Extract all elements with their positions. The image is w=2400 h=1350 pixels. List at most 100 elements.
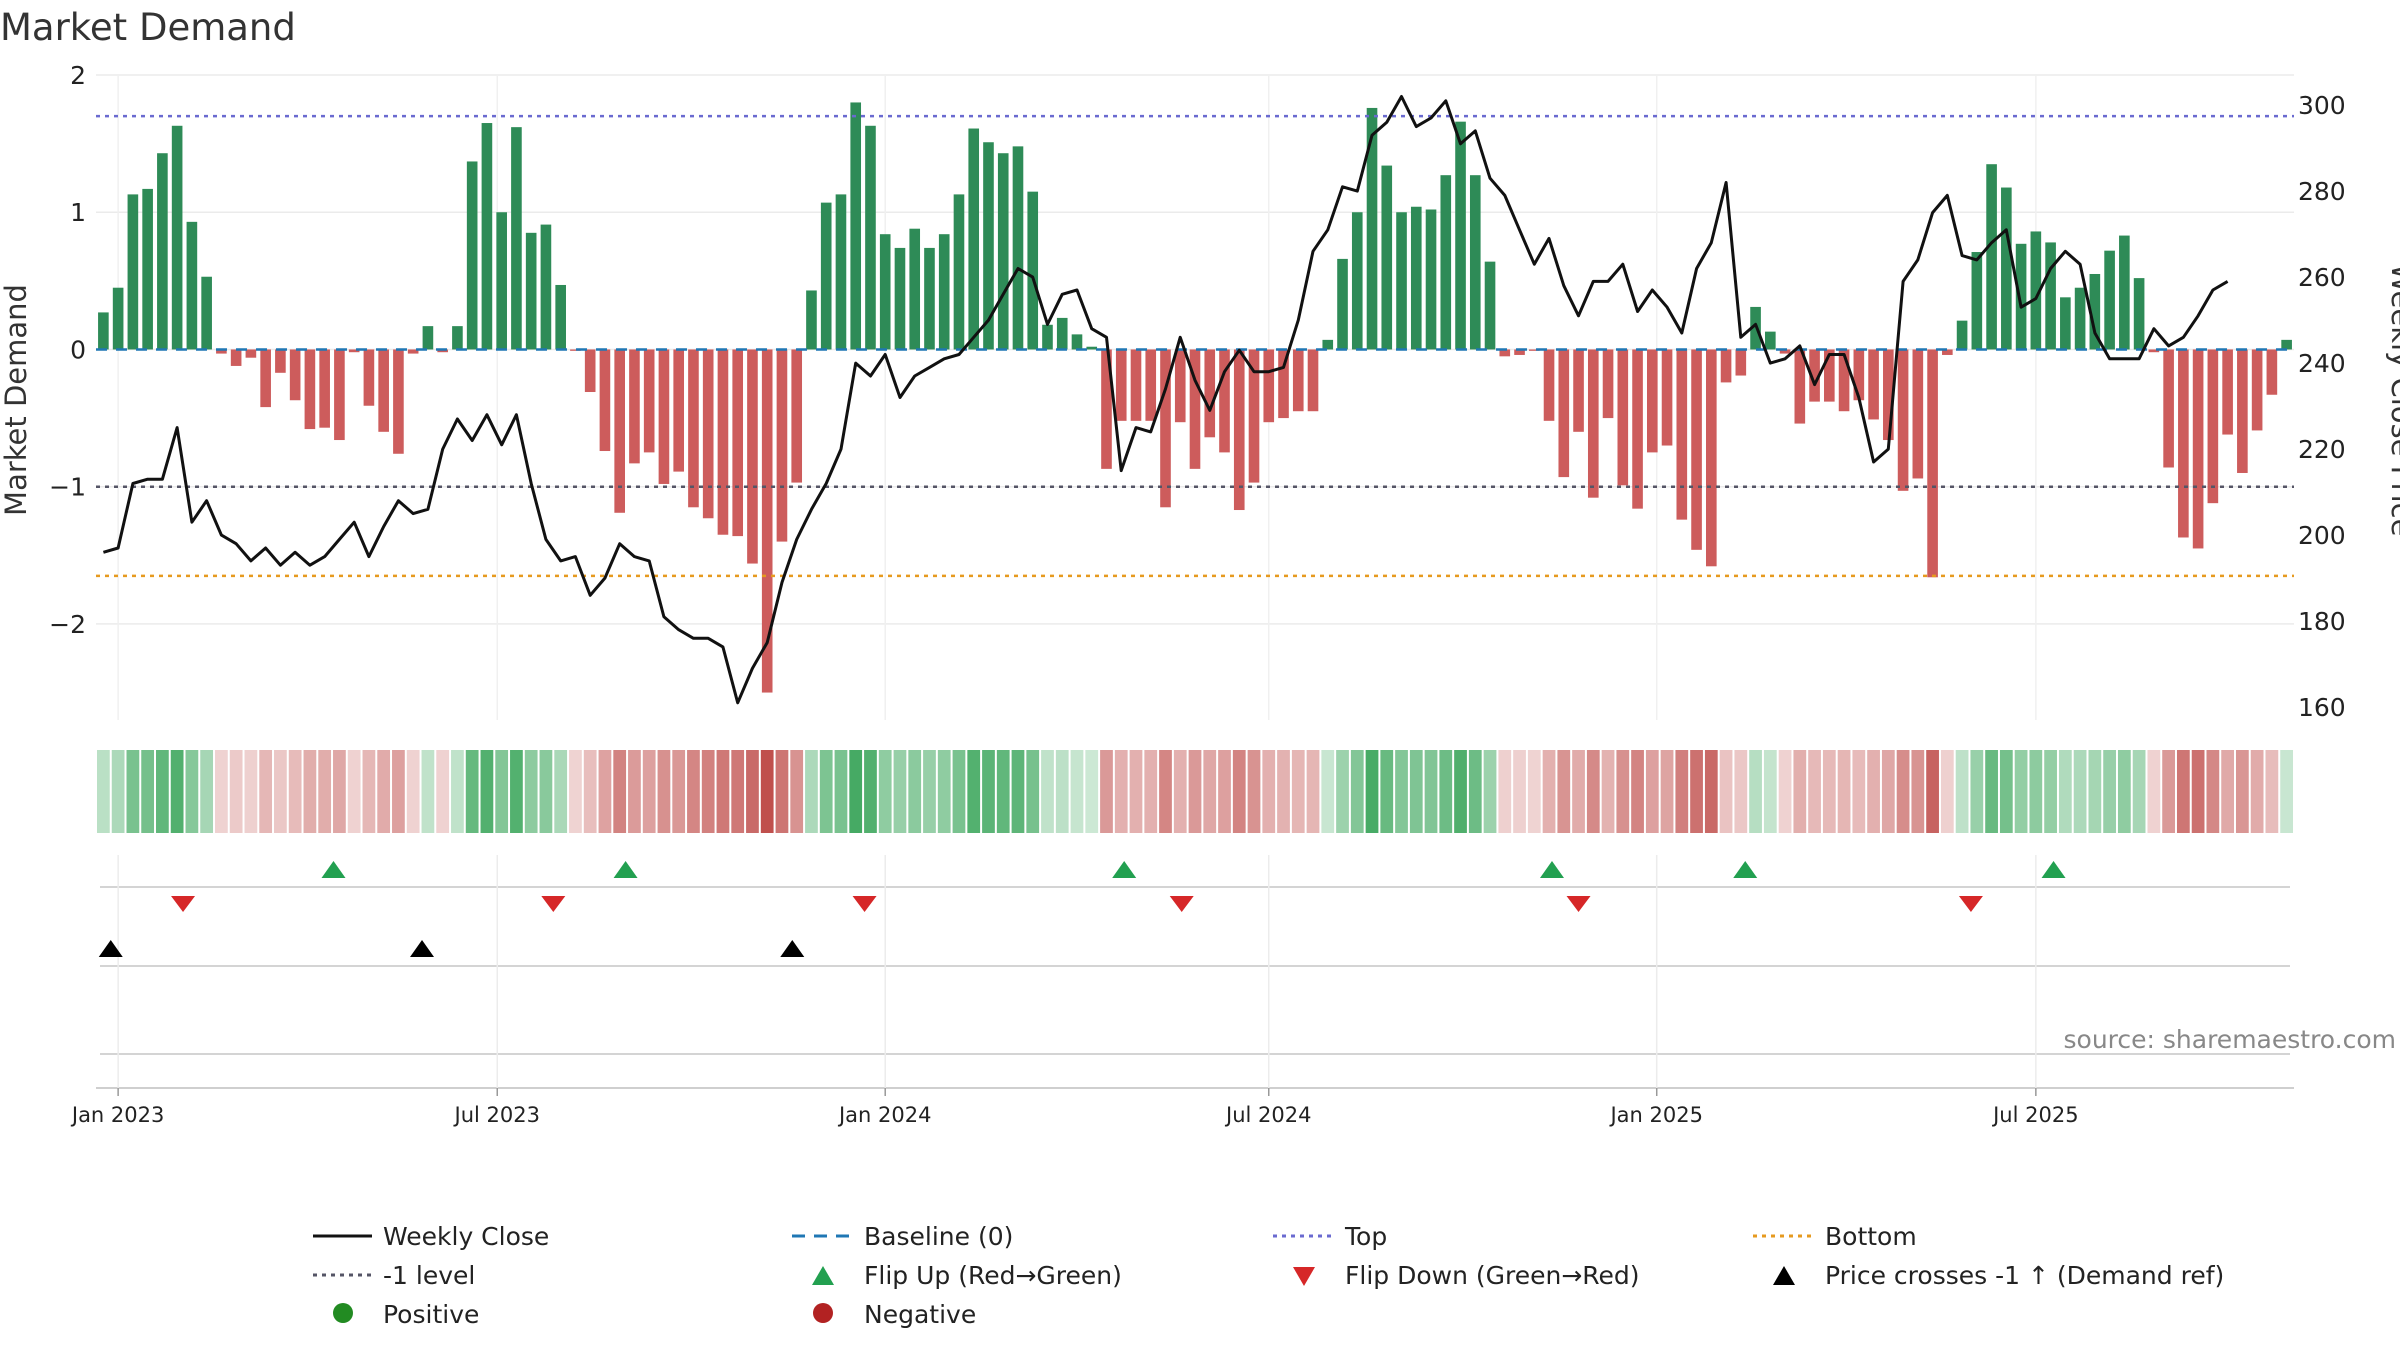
- right-tick-label: 160: [2298, 693, 2346, 722]
- strip-cell: [2044, 750, 2057, 833]
- negative-bar: [1160, 349, 1171, 508]
- positive-bar: [2015, 243, 2027, 350]
- flip-up-marker: [1733, 861, 1758, 878]
- positive-bar: [201, 276, 212, 350]
- positive-bar: [2133, 278, 2145, 350]
- positive-bar: [511, 127, 522, 350]
- strip-cell: [1675, 750, 1689, 833]
- positive-bar: [1071, 334, 1083, 350]
- negative-bar: [1292, 349, 1304, 412]
- positive-bar: [1484, 261, 1496, 350]
- negative-bar: [1602, 349, 1614, 419]
- negative-bar: [1912, 349, 1924, 479]
- negative-dot-icon: [813, 1303, 833, 1323]
- negative-bar: [304, 349, 316, 430]
- positive-bar: [1042, 324, 1053, 350]
- positive-bar: [2001, 187, 2012, 350]
- date-tick-label: Jul 2024: [1224, 1103, 1311, 1127]
- negative-bar: [1219, 349, 1230, 453]
- strip-cell: [1395, 750, 1408, 833]
- strip-cell: [1660, 750, 1674, 833]
- flip-up-marker: [2041, 861, 2066, 878]
- strip-cell: [1041, 750, 1054, 833]
- negative-bar: [363, 349, 375, 406]
- positive-bar: [1469, 175, 1481, 350]
- strip-cell: [1793, 750, 1807, 833]
- left-tick-label: −2: [49, 610, 86, 639]
- left-tick-label: −1: [49, 473, 86, 502]
- negative-bar: [1927, 349, 1938, 578]
- svg-text:Top: Top: [1344, 1222, 1387, 1251]
- strip-cell: [480, 750, 494, 833]
- strip-cell: [2103, 750, 2116, 833]
- date-tick-label: Jan 2025: [1608, 1103, 1703, 1127]
- strip-cell: [1218, 750, 1231, 833]
- strip-cell: [1262, 750, 1276, 833]
- left-tick-label: 1: [70, 198, 86, 227]
- strip-cell: [746, 750, 759, 833]
- negative-bar: [1661, 349, 1673, 446]
- strip-cell: [2250, 750, 2264, 833]
- negative-bar: [1145, 349, 1157, 421]
- positive-bar: [1425, 209, 1437, 350]
- positive-bar: [1971, 252, 1983, 350]
- negative-bar: [1617, 349, 1629, 486]
- strip-cell: [1144, 750, 1158, 833]
- strip-cell: [1719, 750, 1733, 833]
- positive-bar: [894, 247, 906, 350]
- strip-cell: [1350, 750, 1364, 833]
- positive-bar: [98, 312, 109, 350]
- positive-bar: [2119, 235, 2130, 350]
- negative-bar: [1632, 349, 1643, 509]
- strip-cell: [849, 750, 863, 833]
- legend: Weekly Close Baseline (0) Top Bottom -1 …: [313, 1222, 2224, 1329]
- strip-cell: [1424, 750, 1438, 833]
- strip-cell: [687, 750, 700, 833]
- strip-cell: [244, 750, 258, 833]
- positive-bar: [968, 128, 980, 350]
- negative-bar: [1499, 349, 1511, 357]
- positive-bar: [1351, 212, 1363, 350]
- cross-up-marker: [780, 940, 805, 957]
- strip-cell: [111, 750, 125, 833]
- strip-cell: [2191, 750, 2205, 833]
- strip-cell: [2162, 750, 2175, 833]
- right-axis-label: Weekly Close Price: [2385, 264, 2400, 537]
- negative-bar: [1868, 349, 1879, 420]
- negative-bar: [776, 349, 788, 542]
- date-tick-label: Jul 2023: [453, 1103, 540, 1127]
- negative-bar: [2178, 349, 2189, 538]
- legend-top: Top: [1273, 1222, 1387, 1251]
- strip-cell: [141, 750, 155, 833]
- strip-cell: [1896, 750, 1910, 833]
- positive-bar: [806, 290, 817, 350]
- strip-cell: [185, 750, 199, 833]
- positive-bar: [1337, 258, 1348, 350]
- negative-bar: [1204, 349, 1216, 438]
- negative-bar: [1676, 349, 1688, 520]
- negative-bar: [1883, 349, 1894, 441]
- negative-bar: [1794, 349, 1806, 424]
- strip-cell: [878, 750, 892, 833]
- flip-down-marker: [1169, 896, 1194, 912]
- strip-cell: [1586, 750, 1600, 833]
- strip-cell: [1026, 750, 1040, 833]
- strip-cell: [1616, 750, 1630, 833]
- date-axis: Jan 2023 Jul 2023 Jan 2024 Jul 2024 Jan 2025…: [70, 1088, 2079, 1127]
- strip-cell: [760, 750, 774, 833]
- strip-cell: [819, 750, 833, 833]
- strip-cell: [996, 750, 1010, 833]
- negative-bar: [1248, 349, 1260, 483]
- svg-text:Price crosses -1 ↑ (Demand ref: Price crosses -1 ↑ (Demand ref): [1825, 1261, 2224, 1290]
- strip-cell: [465, 750, 479, 833]
- negative-bar: [1824, 349, 1835, 402]
- positive-bar: [1322, 339, 1334, 350]
- negative-bar: [1278, 349, 1289, 419]
- strip-cell: [1778, 750, 1792, 833]
- positive-bar: [1012, 146, 1024, 350]
- negative-bar: [1558, 349, 1570, 478]
- negative-bar: [1705, 349, 1717, 567]
- negative-bar: [643, 349, 655, 453]
- strip-cell: [495, 750, 509, 833]
